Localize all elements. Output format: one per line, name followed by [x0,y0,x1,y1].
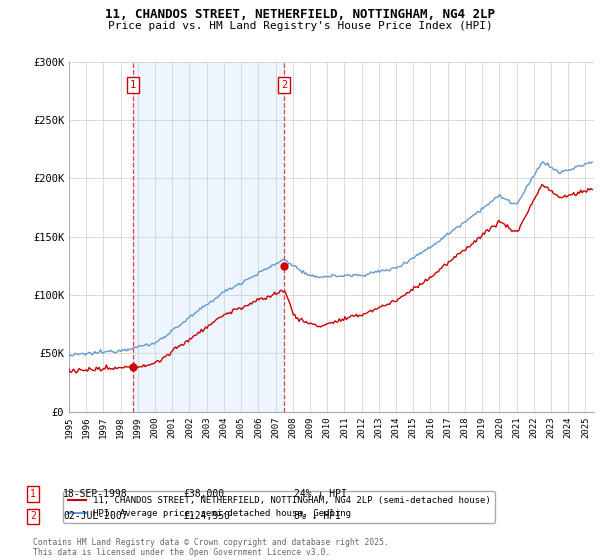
Text: Price paid vs. HM Land Registry's House Price Index (HPI): Price paid vs. HM Land Registry's House … [107,21,493,31]
Text: 1: 1 [30,489,36,499]
Text: £124,950: £124,950 [183,511,230,521]
Text: 11, CHANDOS STREET, NETHERFIELD, NOTTINGHAM, NG4 2LP: 11, CHANDOS STREET, NETHERFIELD, NOTTING… [105,8,495,21]
Text: 2: 2 [281,80,287,90]
Text: £38,000: £38,000 [183,489,224,499]
Legend: 11, CHANDOS STREET, NETHERFIELD, NOTTINGHAM, NG4 2LP (semi-detached house), HPI:: 11, CHANDOS STREET, NETHERFIELD, NOTTING… [63,491,495,523]
Text: 24% ↓ HPI: 24% ↓ HPI [294,489,347,499]
Text: Contains HM Land Registry data © Crown copyright and database right 2025.
This d: Contains HM Land Registry data © Crown c… [33,538,389,557]
Text: 1: 1 [130,80,136,90]
Bar [133,62,284,412]
Text: 2: 2 [30,511,36,521]
Text: 8% ↓ HPI: 8% ↓ HPI [294,511,341,521]
Text: 18-SEP-1998: 18-SEP-1998 [63,489,128,499]
Text: 02-JUL-2007: 02-JUL-2007 [63,511,128,521]
